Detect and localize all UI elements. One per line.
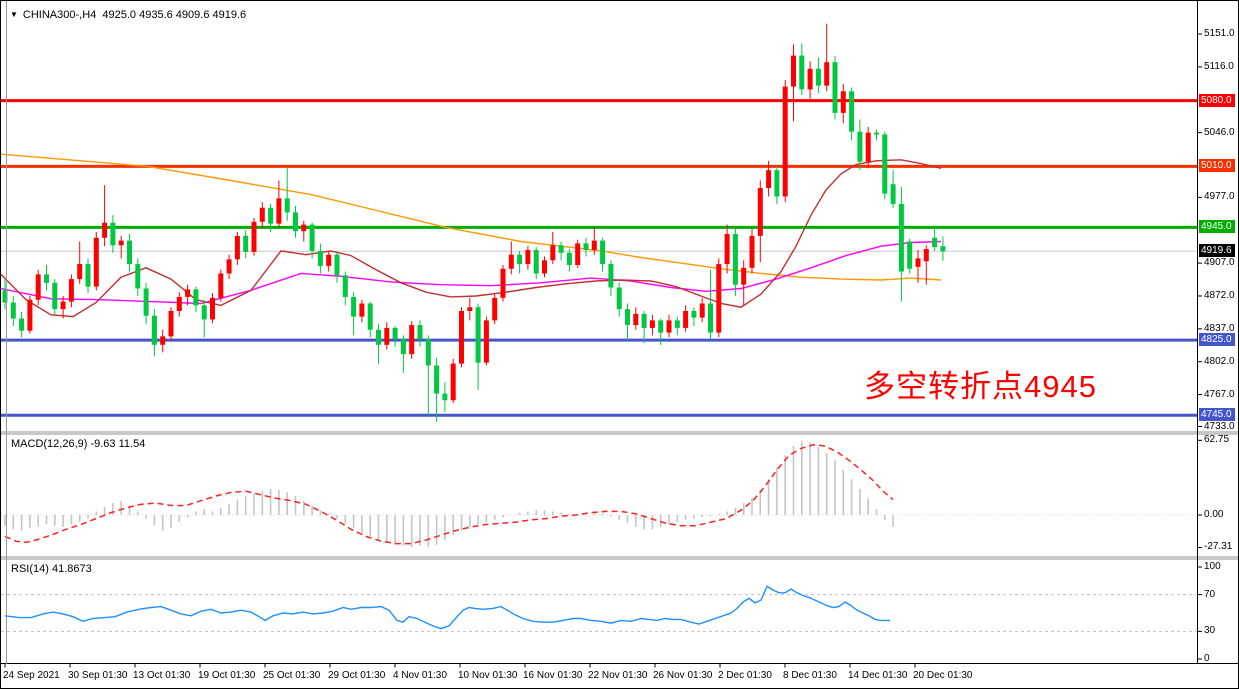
date-label: 24 Sep 2021: [3, 670, 60, 681]
rsi-indicator-label: RSI(14) 41.8673: [11, 563, 92, 575]
level-price-badge: 5080.0: [1199, 93, 1235, 107]
level-price-badge: 4745.0: [1199, 408, 1235, 422]
ma-fast-crimson: [1, 159, 942, 318]
chart-title[interactable]: ▼ CHINA300-,H4 4925.0 4935.6 4909.6 4919.…: [10, 9, 246, 21]
level-price-badge: 4825.0: [1199, 333, 1235, 347]
date-label: 13 Oct 01:30: [133, 670, 191, 681]
ohlc-values: 4925.0 4935.6 4909.6 4919.6: [102, 9, 247, 21]
macd-tick-label: -27.31: [1204, 541, 1233, 553]
moving-average-lines: [1, 153, 942, 318]
current-price-badge: 4919.6: [1199, 244, 1235, 258]
price-tick-label: 5151.0: [1204, 28, 1235, 39]
date-label: 30 Sep 01:30: [68, 670, 128, 681]
price-tick-label: 4907.0: [1204, 257, 1235, 269]
candlestick-series: [2, 23, 946, 422]
price-tick-label: 4872.0: [1204, 289, 1235, 301]
date-label: 29 Oct 01:30: [328, 670, 386, 681]
price-tick-label: 4733.0: [1204, 420, 1235, 432]
macd-histogram: [4, 441, 894, 548]
date-label: 2 Dec 01:30: [718, 670, 772, 681]
date-label: 26 Nov 01:30: [653, 670, 713, 681]
chart-annotation-text: 多空转折点4945: [864, 369, 1097, 404]
ma-medium-magenta: [1, 240, 942, 305]
level-price-badge: 5010.0: [1199, 159, 1235, 173]
macd-tick-label: 0.00: [1204, 509, 1224, 520]
left-edge-line: [6, 1, 7, 664]
support-resistance-lines: [1, 99, 1197, 417]
level-price-badge: 4945.0: [1199, 220, 1235, 234]
date-label: 4 Nov 01:30: [393, 670, 447, 681]
rsi-tick-label: 0: [1204, 653, 1210, 664]
macd-tick-label: 62.75: [1204, 434, 1230, 446]
date-label: 20 Dec 01:30: [913, 670, 973, 681]
date-label: 10 Nov 01:30: [458, 670, 518, 681]
date-label: 25 Oct 01:30: [263, 670, 321, 681]
panel-frame: [1, 1, 1238, 668]
symbol-period-label: CHINA300-,H4: [22, 9, 97, 21]
price-tick-label: 4837.0: [1204, 322, 1235, 334]
rsi-tick-label: 100: [1204, 561, 1221, 572]
chevron-down-icon[interactable]: ▼: [10, 10, 18, 19]
macd-indicator-label: MACD(12,26,9) -9.63 11.54: [11, 438, 146, 450]
date-label: 22 Nov 01:30: [588, 670, 648, 681]
time-scale-strip[interactable]: 24 Sep 2021 30 Sep 01:30 13 Oct 01:30 19 Oc…: [1, 664, 1238, 688]
rsi-tick-label: 70: [1204, 588, 1216, 600]
rsi-line: [4, 585, 891, 630]
rsi-tick-label: 30: [1204, 625, 1216, 637]
price-tick-label: 4977.0: [1204, 191, 1235, 203]
price-tick-label: 5116.0: [1204, 60, 1234, 72]
price-tick-label: 5046.0: [1204, 126, 1235, 138]
ma-slow-orange: [1, 153, 942, 281]
price-scale-column[interactable]: 5151.0 5116.0 5046.0 4977.0 4907.0 4872.0 4837…: [1198, 1, 1238, 664]
price-tick-label: 4767.0: [1204, 388, 1235, 400]
price-tick-label: 4802.0: [1204, 355, 1235, 367]
date-label: 8 Dec 01:30: [783, 670, 837, 681]
date-label: 19 Oct 01:30: [198, 670, 256, 681]
date-label: 14 Dec 01:30: [848, 670, 908, 681]
date-label: 16 Nov 01:30: [523, 670, 583, 681]
macd-signal-line: [4, 444, 894, 545]
